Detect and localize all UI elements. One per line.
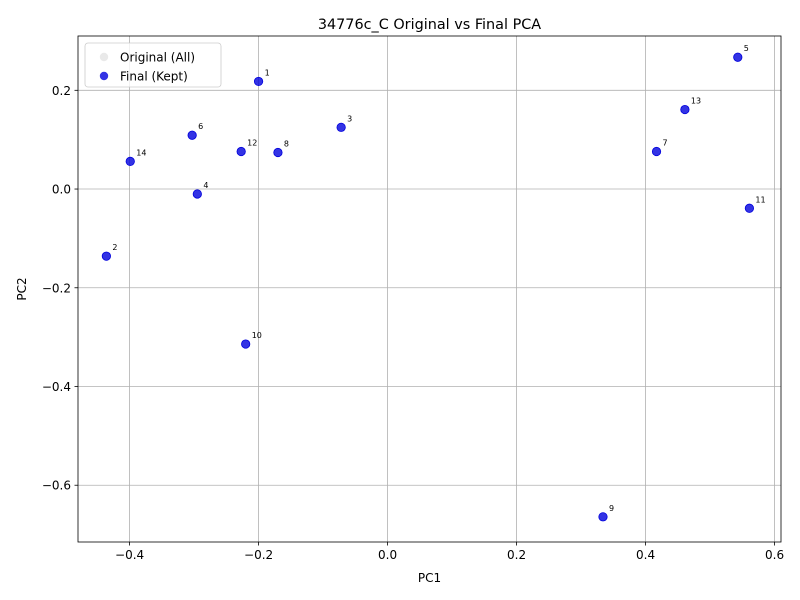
grid-lines [78,36,781,542]
y-tick-label: −0.4 [42,380,71,394]
data-point [680,104,690,115]
axes-frame [77,35,782,543]
data-point [241,339,251,349]
point-label: 4 [203,181,208,190]
point-label: 1 [265,68,270,77]
point-label: 9 [609,504,614,513]
legend-label: Final (Kept) [120,70,188,84]
legend-marker [99,52,109,62]
y-axis-label: PC2 [15,277,29,300]
point-label: 14 [136,148,146,157]
point-label: 7 [663,139,668,148]
x-tick-label: −0.4 [115,548,144,562]
data-point [187,130,197,140]
point-label: 8 [284,140,289,149]
point-label: 3 [347,114,352,123]
legend-box [84,42,222,88]
legend: Original (All) Final (Kept) [84,42,222,88]
data-point [336,122,346,132]
x-tick-label: 0.2 [507,548,526,562]
point-label: 11 [755,195,765,204]
data-point [651,146,662,157]
data-point [744,203,754,213]
axis-ticks: −0.4 −0.2 0.0 0.2 0.4 0.6 −0.6 −0.4 −0.2 0.0 0.2 [42,84,784,562]
point-label: 6 [198,122,203,131]
y-tick-label: −0.2 [42,281,71,295]
x-tick-label: −0.2 [244,548,273,562]
legend-marker [99,71,109,81]
point-label: 13 [691,97,701,106]
y-tick-label: 0.2 [52,84,71,98]
data-point [192,189,202,199]
x-tick-label: 0.4 [636,548,655,562]
x-axis-label: PC1 [418,571,441,585]
data-point [273,147,283,158]
data-point [236,146,246,157]
chart-title: 34776c_C Original vs Final PCA [318,17,541,33]
data-point [733,52,743,62]
data-point [253,76,264,87]
data-point [598,512,608,522]
data-point [125,156,135,166]
y-tick-label: 0.0 [52,183,71,197]
point-label: 5 [744,44,749,53]
point-label: 12 [247,139,257,148]
data-point [101,251,111,261]
y-tick-label: −0.6 [42,479,71,493]
x-tick-label: 0.0 [378,548,397,562]
x-tick-label: 0.6 [765,548,784,562]
legend-label: Original (All) [120,51,195,65]
point-label: 2 [112,243,117,252]
point-label: 10 [252,331,262,340]
